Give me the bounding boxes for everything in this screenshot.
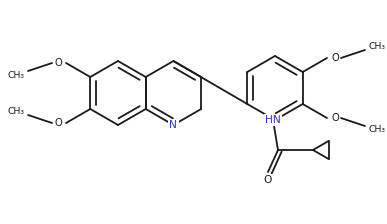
Text: CH₃: CH₃ xyxy=(7,106,24,116)
Text: O: O xyxy=(264,175,272,185)
Text: CH₃: CH₃ xyxy=(7,71,24,80)
Text: O: O xyxy=(54,118,62,128)
Text: HN: HN xyxy=(265,115,281,125)
Text: O: O xyxy=(331,53,339,63)
Text: N: N xyxy=(170,120,177,130)
Text: O: O xyxy=(331,113,339,123)
Text: CH₃: CH₃ xyxy=(368,125,385,134)
Text: O: O xyxy=(54,58,62,68)
Text: CH₃: CH₃ xyxy=(368,41,385,50)
